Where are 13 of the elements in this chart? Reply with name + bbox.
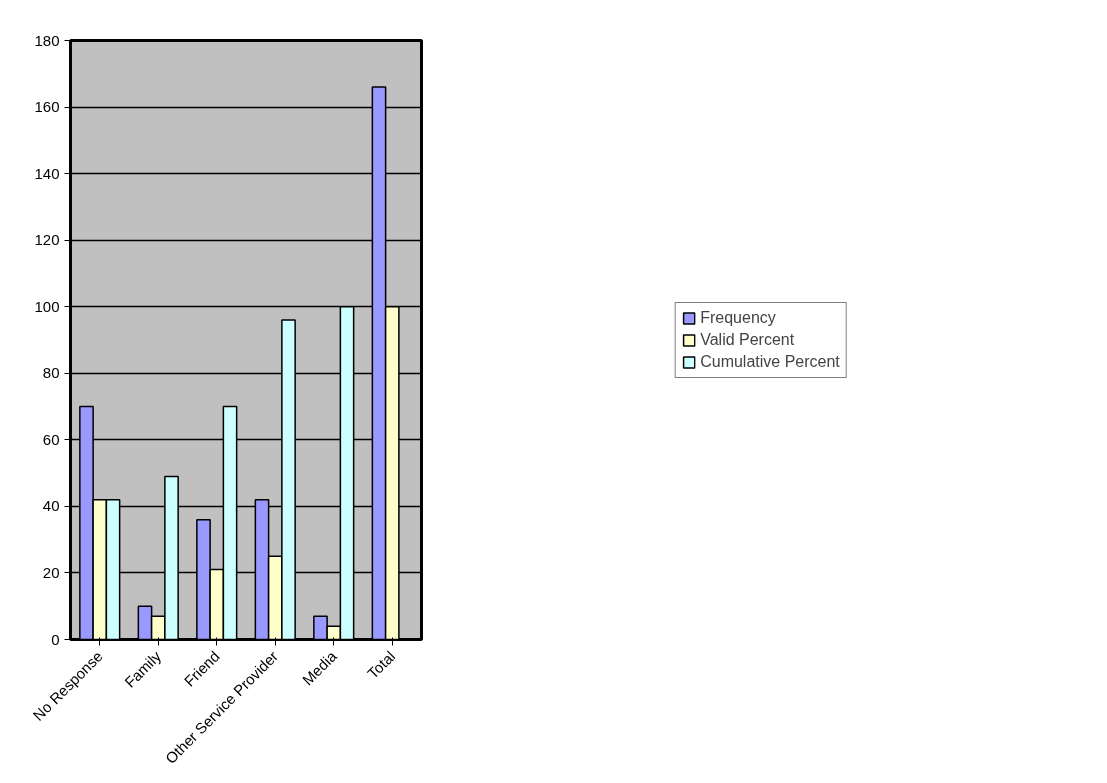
y-tick-label: 20 (42, 563, 60, 581)
y-tick-label: 180 (34, 31, 60, 49)
y-tick-label: 60 (42, 430, 60, 448)
y-tick-label: 120 (34, 231, 60, 249)
y-tick-label: 160 (34, 98, 60, 116)
legend-label: Cumulative Percent (700, 352, 840, 371)
y-tick-label: 140 (34, 164, 60, 182)
legend-label: Frequency (700, 308, 776, 327)
y-tick-label: 40 (42, 497, 60, 515)
y-tick-label: 100 (34, 297, 60, 315)
y-tick-label: 80 (42, 364, 60, 382)
y-tick-label: 0 (51, 630, 60, 648)
legend-label: Valid Percent (700, 330, 795, 349)
